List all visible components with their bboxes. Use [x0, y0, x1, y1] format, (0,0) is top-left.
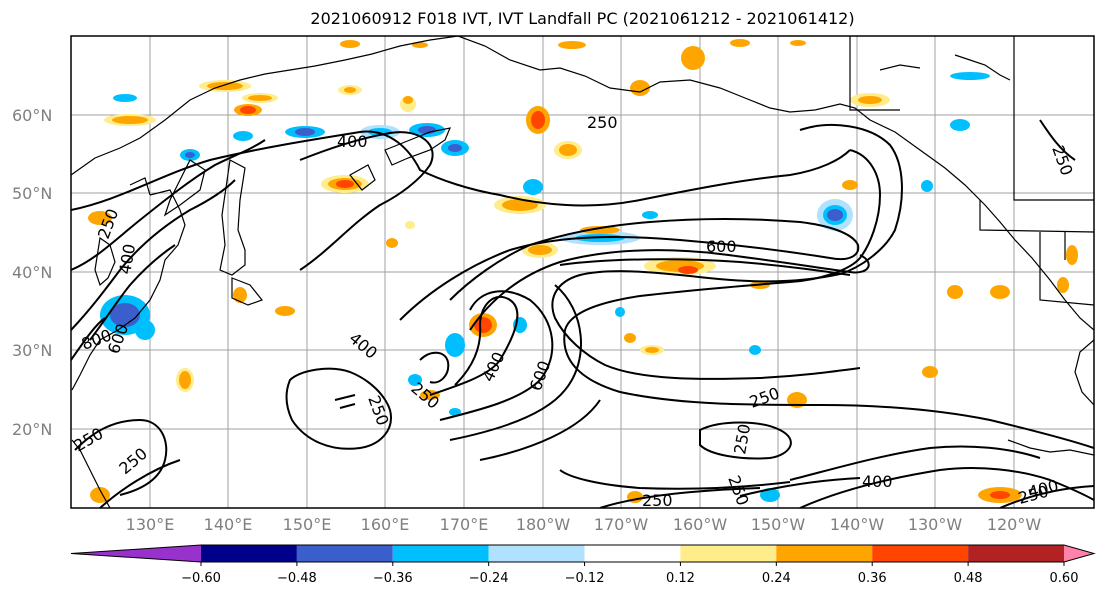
contour-label: 400: [337, 132, 368, 151]
colorbar-segment: [872, 545, 969, 562]
colorbar-label: 0.24: [762, 571, 791, 586]
colorbar-label: 0.60: [1050, 571, 1079, 586]
colorbar-segment: [1064, 545, 1094, 562]
colorbar-segment: [296, 545, 393, 562]
lat-label: 60°N: [12, 106, 52, 125]
lon-label: 130°W: [908, 515, 963, 534]
contour-label: 250: [642, 491, 673, 510]
contour-label: 250: [587, 113, 618, 132]
colorbar-label: 0.12: [666, 571, 695, 586]
map-frame: [70, 35, 1095, 509]
colorbar-label: −0.60: [181, 571, 221, 586]
lat-label: 20°N: [12, 420, 52, 439]
colorbar-label: −0.24: [469, 571, 509, 586]
lon-label: 140°E: [204, 515, 253, 534]
colorbar-segment: [392, 545, 489, 562]
colorbar-segment: [584, 545, 681, 562]
colorbar: [70, 544, 1096, 566]
lon-label: 160°W: [673, 515, 728, 534]
colorbar-label: −0.12: [565, 571, 605, 586]
colorbar-segment: [680, 545, 777, 562]
probability-shading: [88, 39, 1078, 503]
lon-label: 120°W: [987, 515, 1042, 534]
colorbar-segment: [71, 545, 201, 562]
lon-label: 170°W: [594, 515, 649, 534]
ivt-contours: [71, 119, 1094, 508]
colorbar-labels: −0.60 −0.48 −0.36 −0.24 −0.12 0.12 0.24 0.36 0.4…: [181, 571, 1078, 586]
latitude-labels: 60°N 50°N 40°N 30°N 20°N: [12, 106, 52, 439]
lat-label: 30°N: [12, 341, 52, 360]
lon-label: 130°E: [126, 515, 175, 534]
coastlines: [71, 36, 1094, 508]
lon-label: 180°W: [516, 515, 571, 534]
colorbar-segment: [201, 545, 297, 562]
lon-label: 150°E: [283, 515, 332, 534]
colorbar-segment: [776, 545, 873, 562]
lon-label: 160°E: [361, 515, 410, 534]
lat-label: 40°N: [12, 263, 52, 282]
colorbar-label: 0.36: [858, 571, 887, 586]
lat-label: 50°N: [12, 184, 52, 203]
lon-label: 140°W: [830, 515, 885, 534]
lon-label: 150°W: [751, 515, 806, 534]
colorbar-segment: [488, 545, 585, 562]
colorbar-segment: [968, 545, 1064, 562]
colorbar-label: −0.36: [373, 571, 413, 586]
lon-label: 170°E: [440, 515, 489, 534]
contour-label: 600: [706, 237, 737, 256]
contour-label: 400: [862, 472, 893, 491]
colorbar-label: −0.48: [277, 571, 317, 586]
longitude-labels: 130°E 140°E 150°E 160°E 170°E 180°W 170°…: [126, 515, 1042, 534]
colorbar-label: 0.48: [954, 571, 983, 586]
map-title: 2021060912 F018 IVT, IVT Landfall PC (20…: [310, 9, 855, 28]
